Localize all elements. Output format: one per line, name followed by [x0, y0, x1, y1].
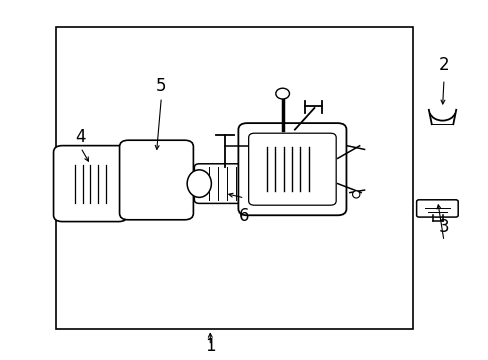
Ellipse shape — [352, 191, 359, 198]
Text: 5: 5 — [156, 77, 166, 95]
FancyBboxPatch shape — [54, 146, 127, 222]
Ellipse shape — [187, 170, 211, 197]
Text: 2: 2 — [438, 56, 448, 74]
FancyBboxPatch shape — [248, 133, 336, 205]
Ellipse shape — [275, 88, 289, 99]
FancyBboxPatch shape — [194, 164, 250, 203]
FancyBboxPatch shape — [416, 200, 457, 217]
FancyBboxPatch shape — [119, 140, 193, 220]
Text: 3: 3 — [438, 218, 448, 236]
Bar — [56, 27, 412, 329]
FancyBboxPatch shape — [238, 123, 346, 215]
Text: 1: 1 — [204, 337, 215, 355]
Text: 4: 4 — [75, 128, 86, 146]
Text: 6: 6 — [239, 207, 249, 225]
